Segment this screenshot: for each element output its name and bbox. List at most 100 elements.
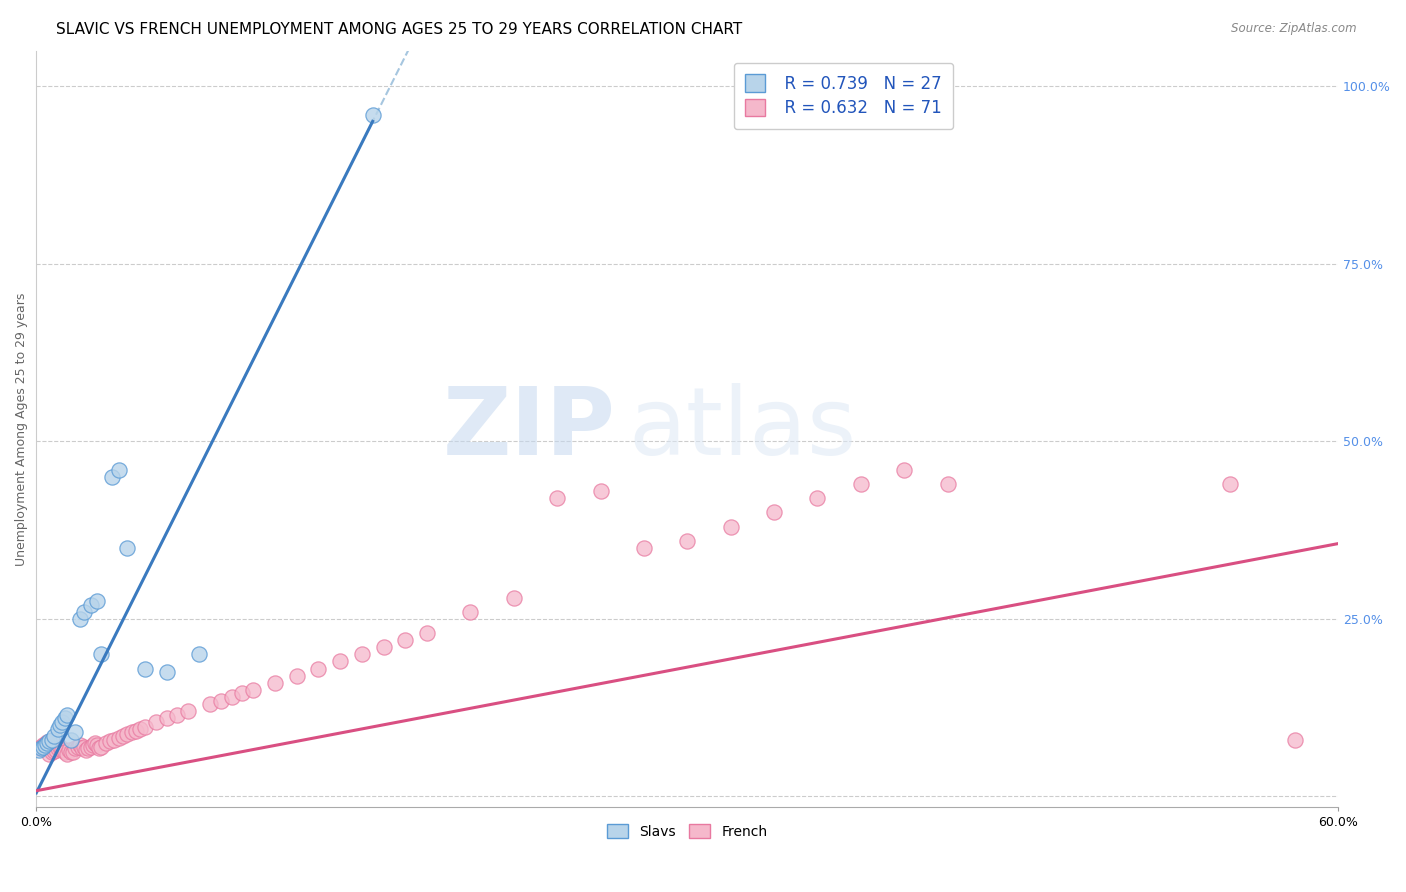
- Point: [188, 648, 211, 662]
- Point: [69, 738, 91, 752]
- Point: [73, 739, 96, 754]
- Point: [893, 463, 915, 477]
- Point: [221, 690, 243, 704]
- Point: [42, 744, 65, 758]
- Point: [1284, 732, 1306, 747]
- Point: [38, 747, 60, 761]
- Point: [86, 594, 108, 608]
- Point: [502, 591, 524, 605]
- Point: [27, 743, 49, 757]
- Point: [46, 741, 69, 756]
- Point: [49, 739, 72, 754]
- Point: [73, 605, 96, 619]
- Point: [166, 707, 188, 722]
- Point: [98, 734, 121, 748]
- Point: [51, 714, 73, 729]
- Point: [460, 605, 482, 619]
- Point: [546, 491, 568, 505]
- Point: [79, 598, 101, 612]
- Point: [350, 648, 373, 662]
- Point: [90, 739, 112, 754]
- Point: [361, 107, 384, 121]
- Point: [53, 745, 76, 759]
- Point: [1219, 476, 1241, 491]
- Point: [37, 736, 59, 750]
- Text: atlas: atlas: [628, 383, 858, 475]
- Point: [65, 741, 87, 756]
- Point: [198, 697, 221, 711]
- Point: [34, 737, 56, 751]
- Point: [121, 725, 143, 739]
- Point: [89, 741, 111, 756]
- Point: [82, 738, 104, 752]
- Point: [145, 714, 167, 729]
- Point: [112, 729, 135, 743]
- Point: [155, 665, 177, 679]
- Point: [60, 745, 83, 759]
- Legend: Slavs, French: Slavs, French: [600, 817, 775, 846]
- Point: [77, 741, 100, 756]
- Point: [676, 533, 699, 548]
- Point: [329, 655, 352, 669]
- Point: [51, 743, 73, 757]
- Point: [177, 704, 200, 718]
- Point: [41, 732, 63, 747]
- Text: ZIP: ZIP: [443, 383, 616, 475]
- Point: [103, 732, 125, 747]
- Point: [42, 729, 65, 743]
- Point: [94, 736, 117, 750]
- Point: [231, 686, 253, 700]
- Point: [31, 738, 53, 752]
- Point: [90, 648, 112, 662]
- Point: [101, 470, 124, 484]
- Point: [38, 734, 60, 748]
- Point: [394, 633, 416, 648]
- Point: [209, 693, 232, 707]
- Point: [55, 747, 77, 761]
- Point: [41, 745, 63, 759]
- Point: [134, 662, 156, 676]
- Point: [53, 711, 76, 725]
- Point: [34, 738, 56, 752]
- Point: [46, 722, 69, 736]
- Point: [117, 727, 139, 741]
- Point: [849, 476, 872, 491]
- Point: [264, 675, 287, 690]
- Point: [155, 711, 177, 725]
- Point: [66, 739, 89, 754]
- Text: Source: ZipAtlas.com: Source: ZipAtlas.com: [1232, 22, 1357, 36]
- Point: [27, 741, 49, 756]
- Point: [30, 741, 52, 756]
- Point: [129, 722, 152, 736]
- Point: [416, 626, 439, 640]
- Point: [134, 720, 156, 734]
- Point: [75, 743, 97, 757]
- Point: [107, 731, 129, 746]
- Point: [242, 682, 264, 697]
- Point: [117, 541, 139, 555]
- Point: [763, 505, 786, 519]
- Text: SLAVIC VS FRENCH UNEMPLOYMENT AMONG AGES 25 TO 29 YEARS CORRELATION CHART: SLAVIC VS FRENCH UNEMPLOYMENT AMONG AGES…: [56, 22, 742, 37]
- Point: [589, 483, 612, 498]
- Point: [107, 463, 129, 477]
- Point: [633, 541, 655, 555]
- Point: [70, 741, 93, 756]
- Point: [720, 519, 742, 533]
- Point: [65, 725, 87, 739]
- Point: [69, 612, 91, 626]
- Point: [49, 718, 72, 732]
- Point: [806, 491, 828, 505]
- Point: [45, 742, 67, 756]
- Point: [30, 739, 52, 754]
- Point: [60, 732, 83, 747]
- Point: [86, 738, 108, 752]
- Point: [79, 739, 101, 754]
- Point: [58, 743, 80, 757]
- Point: [307, 662, 329, 676]
- Point: [936, 476, 959, 491]
- Point: [31, 739, 53, 754]
- Point: [37, 735, 59, 749]
- Point: [62, 745, 84, 759]
- Point: [84, 736, 107, 750]
- Point: [125, 724, 148, 739]
